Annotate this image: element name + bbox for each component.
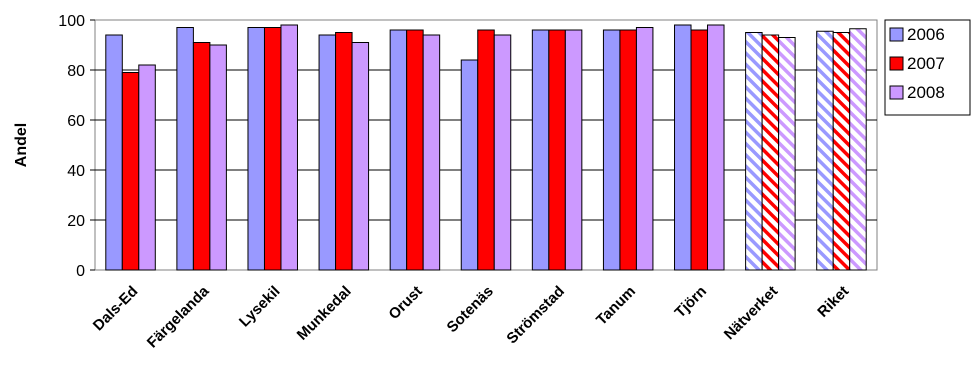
bar-2008-Strömstad [564, 29, 583, 271]
x-tick-label: Riket [814, 283, 852, 321]
bar-2006-Riket [816, 30, 834, 271]
bar-2007-Strömstad [548, 29, 566, 271]
bar-2007-Tjörn [690, 29, 709, 271]
bar-2006-Lysekil [247, 27, 265, 271]
x-tick-label: Tjörn [672, 283, 711, 322]
bar-2006-Tjörn [674, 24, 692, 271]
y-tick-label: 100 [58, 13, 85, 30]
x-tick-label: Orust [385, 283, 425, 323]
bar-2007-Sotenäs [477, 29, 495, 271]
bar-2006-Strömstad [531, 29, 550, 271]
x-tick-label: Sotenäs [444, 283, 497, 336]
bar-2008-Lysekil [280, 24, 298, 271]
bar-2007-Dals-Ed [121, 72, 140, 271]
legend-swatch [889, 56, 904, 71]
x-axis-labels: Dals-Ed Färgelanda Lysekil Munkedal Orust Sot… [90, 282, 852, 351]
legend-swatch [889, 85, 904, 100]
x-tick-label: Strömstad [503, 283, 567, 347]
y-tick-label: 60 [67, 113, 85, 130]
bar-2006-Orust [389, 29, 408, 271]
x-tick-label: Munkedal [294, 283, 355, 344]
bar-2006-Dals-Ed [105, 34, 123, 271]
y-axis-label: Andel [13, 123, 30, 167]
bar-2008-Orust [422, 34, 441, 271]
y-tick-label: 20 [67, 213, 85, 230]
bar-2006-Tanum [602, 29, 621, 271]
legend-swatch [889, 27, 904, 42]
y-axis-ticks: 0 20 40 60 80 100 [58, 13, 95, 280]
bar-2006-Sotenäs [460, 59, 479, 271]
bar-2008-Färgelanda [209, 44, 227, 271]
bar-2006-Nätverket [745, 32, 763, 271]
y-tick-label: 80 [67, 63, 85, 80]
legend: 2006 2007 2008 [889, 25, 945, 102]
bar-2008-Munkedal [351, 42, 370, 271]
bar-2008-Riket [849, 28, 867, 271]
x-tick-label: Tanum [593, 283, 639, 329]
bar-2007-Färgelanda [192, 42, 211, 271]
bar-2008-Tjörn [707, 24, 725, 271]
bar-2006-Munkedal [318, 34, 337, 271]
y-tick-label: 0 [76, 263, 85, 280]
legend-label: 2008 [907, 83, 945, 102]
bar-2007-Lysekil [263, 27, 282, 271]
bar-2007-Nätverket [761, 34, 780, 271]
bar-2007-Orust [406, 29, 424, 271]
bar-2008-Tanum [635, 27, 654, 271]
y-tick-label: 40 [67, 163, 85, 180]
bar-2007-Tanum [619, 29, 637, 271]
x-tick-label: Dals-Ed [90, 283, 142, 335]
bar-2008-Nätverket [778, 37, 796, 271]
x-tick-label: Nätverket [721, 283, 781, 343]
bar-2007-Riket [832, 32, 851, 271]
bar-2006-Färgelanda [176, 27, 194, 271]
legend-label: 2007 [907, 54, 945, 73]
bars [105, 24, 867, 271]
bar-2008-Sotenäs [493, 34, 512, 271]
x-tick-label: Färgelanda [144, 282, 213, 351]
legend-label: 2006 [907, 25, 945, 44]
x-tick-label: Lysekil [236, 283, 284, 331]
bar-2008-Dals-Ed [138, 64, 156, 271]
bar-2007-Munkedal [335, 32, 353, 271]
